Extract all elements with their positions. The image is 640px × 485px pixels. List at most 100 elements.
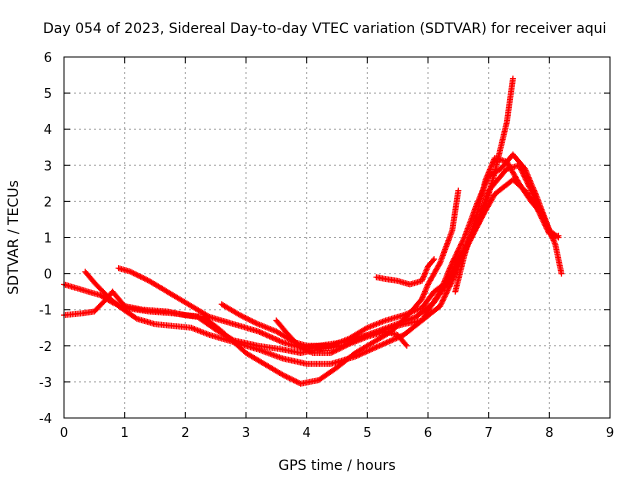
data-point-trail: [353, 343, 381, 359]
data-point-trail: [153, 321, 175, 329]
data-point-trail: [449, 235, 467, 265]
data-point-trail: [395, 333, 409, 348]
y-tick-label: 3: [44, 159, 52, 174]
axis-ticks: 0 1 2 3 4 5 6 7 8 9 -4 -3 -2 -1 0 1 2 3 4 5 6: [39, 51, 614, 441]
y-tick-label: -1: [39, 304, 52, 319]
data-point-trail: [437, 228, 455, 265]
data-point-trail: [171, 293, 193, 309]
data-point-trail: [437, 279, 455, 308]
data-point-trail: [443, 257, 461, 285]
data-point-trail: [92, 297, 109, 314]
data-point-trail: [402, 317, 424, 327]
chart-title: Day 054 of 2023, Sidereal Day-to-day VTE…: [43, 21, 606, 37]
data-point-trail: [286, 333, 303, 350]
data-point-trail: [426, 257, 437, 269]
data-point-trail: [396, 278, 412, 287]
data-point-trail: [540, 214, 555, 240]
series-track-8: [452, 155, 562, 295]
data-point-trail: [452, 254, 467, 294]
data-point-trail: [129, 269, 151, 284]
data-point-trail: [504, 160, 522, 185]
data-point-trail: [147, 278, 175, 298]
data-point-trail: [62, 310, 84, 318]
data-point-trail: [189, 303, 212, 320]
data-point-trail: [480, 192, 497, 218]
x-tick-label: 0: [60, 426, 68, 441]
data-point-trail: [516, 181, 534, 204]
data-point-trail: [262, 361, 284, 377]
data-point-trail: [184, 312, 205, 320]
series-track-7: [373, 256, 438, 288]
x-axis-label: GPS time / hours: [278, 458, 395, 474]
data-point-trail: [299, 377, 321, 387]
data-point-trail: [493, 155, 509, 165]
data-point-trail: [402, 305, 424, 318]
data-point-trail: [483, 156, 498, 182]
data-point-trail: [117, 265, 133, 275]
data-point-trail: [274, 318, 291, 337]
data-point-trail: [375, 274, 387, 282]
data-point-trail: [347, 334, 369, 347]
data-point-trail: [311, 350, 333, 356]
data-point-trail: [244, 350, 266, 366]
data-point-trail: [189, 325, 212, 338]
data-point-trail: [384, 312, 406, 324]
data-point-trail: [80, 308, 96, 317]
data-point-trail: [201, 314, 224, 334]
data-point-trail: [353, 340, 375, 356]
data-point-trail: [425, 261, 443, 287]
data-point-trail: [480, 189, 492, 211]
data-point-trail: [420, 304, 442, 323]
data-point-trail: [116, 304, 139, 321]
data-point-trail: [329, 341, 351, 356]
data-point-trail: [419, 289, 437, 310]
data-point-trail: [305, 360, 333, 367]
data-point-trail: [208, 314, 236, 327]
y-tick-label: 1: [44, 232, 52, 247]
x-tick-label: 4: [303, 426, 311, 441]
series-track-6: [273, 317, 410, 357]
data-point-trail: [110, 289, 127, 308]
data-point-trail: [492, 177, 515, 197]
data-point-trail: [335, 351, 357, 370]
y-tick-label: 5: [44, 87, 52, 102]
y-axis-label: SDTVAR / TECUs: [6, 180, 22, 295]
data-point-trail: [329, 336, 351, 349]
data-point-trail: [62, 281, 84, 293]
y-tick-label: -2: [39, 340, 52, 355]
data-point-trail: [92, 280, 109, 298]
y-tick-label: 2: [44, 195, 52, 210]
data-point-trail: [232, 321, 260, 334]
data-point-trail: [220, 302, 242, 318]
data-point-trail: [135, 316, 157, 327]
x-tick-label: 9: [606, 426, 614, 441]
data-point-trail: [299, 345, 315, 356]
y-tick-label: 4: [44, 123, 52, 138]
data-point-trail: [432, 280, 448, 294]
data-point-trail: [80, 287, 102, 298]
data-point-trail: [256, 343, 284, 353]
data-point-trail: [305, 342, 333, 349]
data-point-trail: [256, 321, 278, 334]
data-point-trail: [384, 276, 400, 284]
data-point-trail: [365, 328, 387, 340]
x-tick-label: 6: [424, 426, 432, 441]
data-point-trail: [280, 346, 303, 356]
y-tick-label: 6: [44, 51, 52, 66]
data-point-trail: [256, 329, 284, 345]
data-point-trail: [408, 278, 424, 287]
data-point-trail: [365, 318, 387, 331]
data-point-trail: [280, 372, 303, 386]
data-point-trail: [473, 178, 489, 218]
data-point-trail: [238, 312, 260, 327]
data-point-trail: [219, 329, 248, 355]
data-point-trail: [504, 77, 516, 124]
data-point-trail: [461, 214, 480, 257]
data-point-trail: [552, 243, 565, 275]
x-tick-label: 8: [545, 426, 553, 441]
x-tick-label: 7: [485, 426, 493, 441]
x-tick-label: 3: [242, 426, 250, 441]
data-point-trail: [550, 233, 560, 240]
